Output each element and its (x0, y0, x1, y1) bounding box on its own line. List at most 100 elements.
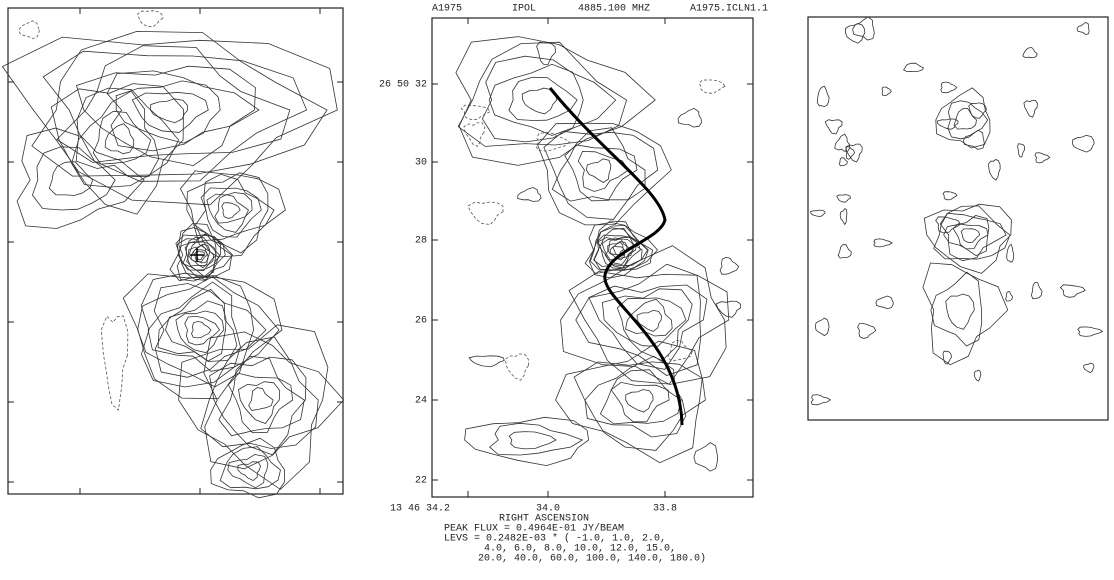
contour (935, 87, 991, 149)
contour (191, 321, 212, 339)
contour (1005, 291, 1013, 302)
contour (839, 208, 848, 226)
contour (599, 369, 682, 425)
contour (636, 309, 662, 332)
contour (616, 297, 687, 347)
contour (203, 331, 345, 470)
x-tick-label: 13 46 34.2 (390, 504, 450, 515)
contour (942, 191, 958, 201)
header-pol: IPOL (512, 4, 536, 15)
contour (1034, 152, 1051, 164)
contour (952, 223, 989, 250)
contour (76, 65, 256, 167)
contour (564, 144, 638, 202)
contour (962, 129, 985, 150)
contour (16, 127, 145, 229)
contour (560, 245, 727, 385)
contour (625, 298, 673, 337)
contour (48, 161, 94, 196)
contour (1076, 21, 1090, 36)
contour (573, 361, 706, 451)
contour (935, 216, 962, 234)
contour (457, 41, 628, 147)
contour (488, 63, 584, 136)
contour (184, 315, 221, 346)
contour (182, 236, 220, 271)
y-tick-label: 26 (415, 316, 427, 327)
contour (131, 91, 209, 133)
contour (947, 100, 989, 140)
contour (609, 241, 626, 257)
contour (100, 315, 129, 411)
contour (227, 372, 294, 434)
caption-line: 20.0, 40.0, 60.0, 100.0, 140.0, 180.0) (478, 553, 706, 565)
contour (933, 205, 1011, 260)
contour (943, 215, 990, 257)
contour (1077, 326, 1104, 337)
contour (857, 323, 877, 339)
contour (922, 262, 1009, 366)
contour (816, 85, 830, 108)
contour (601, 238, 634, 265)
contour (227, 454, 269, 489)
right-panel (807, 16, 1109, 421)
contour (210, 437, 286, 499)
contour (206, 192, 253, 233)
contour (115, 80, 221, 144)
x-tick-label: 33.8 (653, 504, 677, 515)
contour (575, 263, 702, 376)
contour (153, 283, 267, 378)
contour (585, 158, 612, 183)
contour (551, 127, 646, 202)
contour (238, 381, 281, 424)
contour (50, 83, 184, 215)
contour (75, 90, 160, 178)
contour (535, 131, 571, 152)
contour (169, 222, 233, 282)
header-freq: 4885.100 MHZ (578, 4, 650, 15)
contour (200, 187, 262, 238)
contour (200, 336, 319, 449)
header-source: A1975 (432, 4, 462, 15)
contour (248, 387, 274, 411)
contour (536, 41, 557, 65)
contour (612, 245, 624, 256)
contour (667, 339, 693, 362)
contour (814, 317, 830, 337)
contour (1022, 47, 1038, 59)
header-map: A1975.ICLN1.1 (690, 4, 768, 15)
contour (960, 228, 981, 243)
contour (881, 86, 892, 97)
contour (875, 295, 894, 310)
contour (517, 186, 542, 202)
contour (56, 45, 291, 163)
contour (176, 227, 234, 282)
contour (467, 201, 504, 226)
contour (104, 123, 135, 155)
caption-line: PEAK FLUX = 0.4964E-01 JY/BEAM (444, 523, 624, 535)
contour (568, 270, 730, 385)
contour (1059, 284, 1086, 298)
contour (923, 203, 1012, 274)
contour (464, 416, 590, 467)
contour (939, 212, 1007, 262)
contour (157, 288, 238, 362)
contour (810, 394, 832, 406)
contour (175, 310, 225, 354)
contour (508, 431, 557, 450)
contour (18, 20, 40, 40)
contour (837, 244, 852, 259)
contour (42, 50, 308, 182)
contour (824, 119, 843, 135)
contour (942, 350, 952, 365)
contour (845, 143, 863, 163)
contour (1071, 134, 1095, 153)
contour (221, 202, 241, 219)
contour (460, 104, 491, 121)
contour (625, 389, 654, 413)
contour (1, 36, 338, 206)
contour (555, 340, 703, 464)
contour (92, 110, 152, 165)
y-tick-label: 22 (415, 476, 427, 487)
